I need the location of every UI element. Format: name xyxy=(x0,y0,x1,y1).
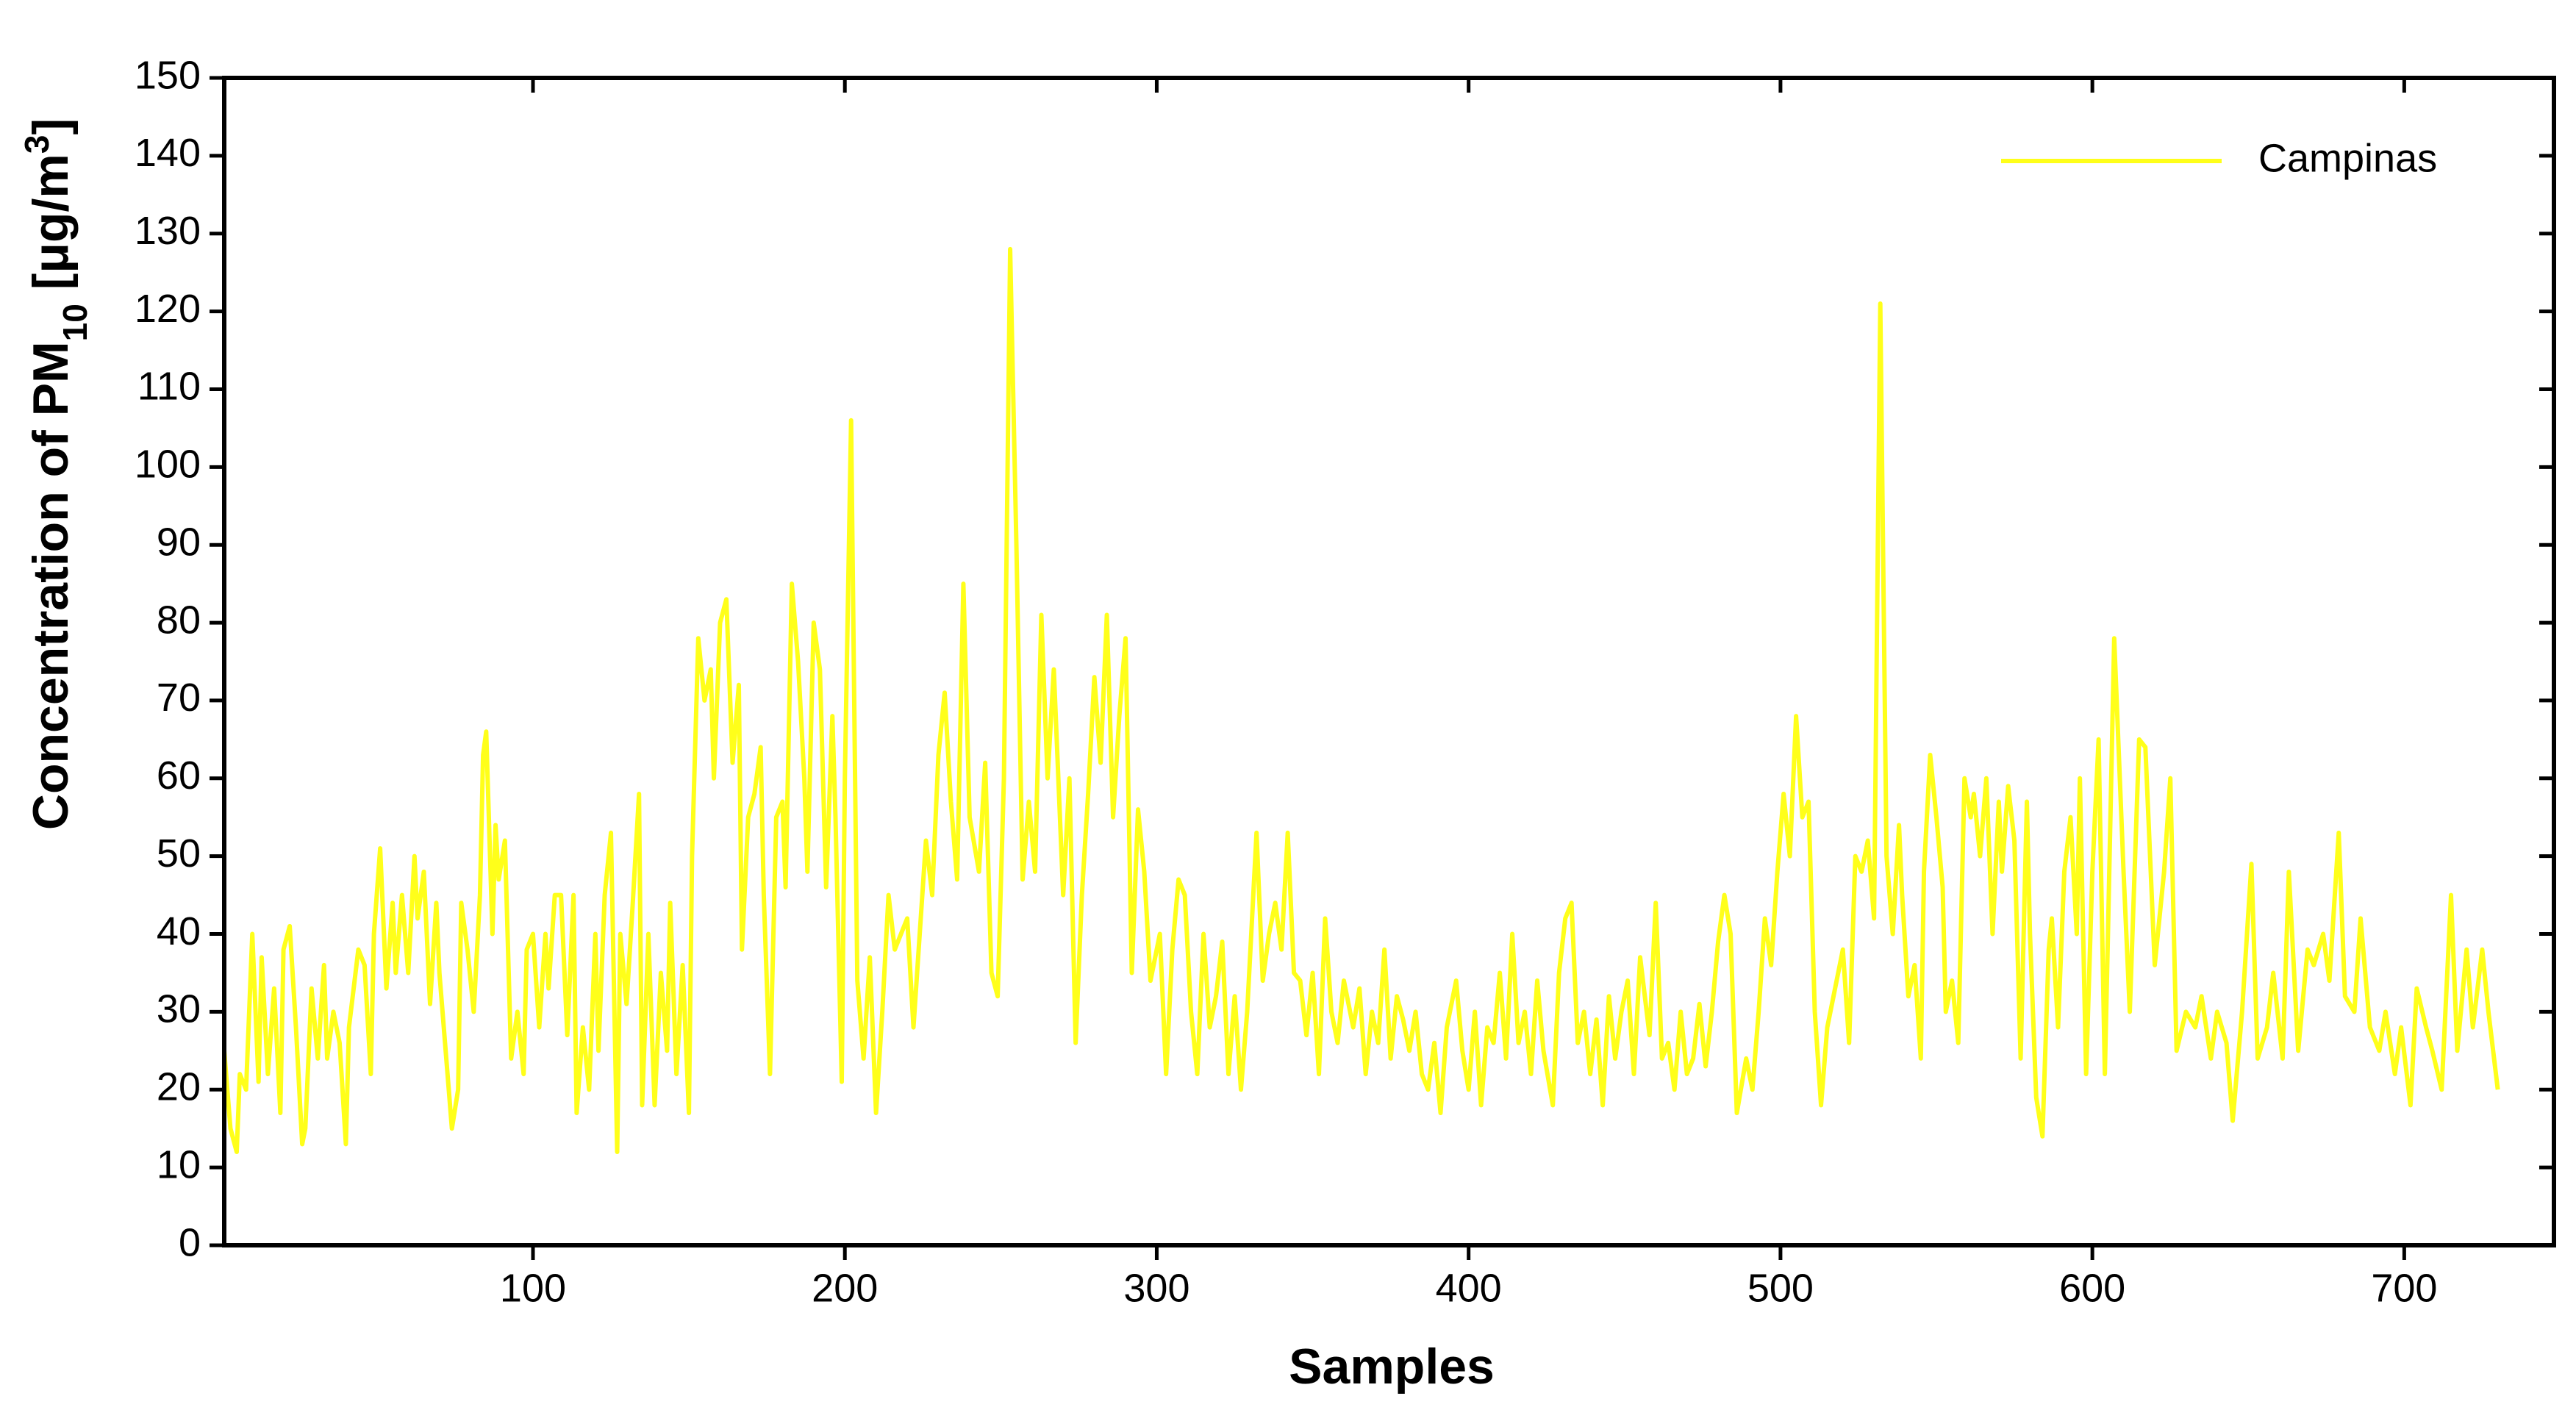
y-tick-label: 20 xyxy=(157,1065,201,1109)
x-tick-label: 200 xyxy=(812,1266,878,1310)
y-tick-label: 40 xyxy=(157,909,201,953)
y-tick-label: 70 xyxy=(157,676,201,720)
y-axis-title: Concentration of PM10 [μg/m3] xyxy=(18,118,94,830)
y-tick-label: 50 xyxy=(157,831,201,876)
y-tick-label: 110 xyxy=(137,365,201,409)
x-tick-label: 500 xyxy=(1747,1266,1814,1310)
data-line xyxy=(222,246,2500,1154)
x-tick-label: 600 xyxy=(2059,1266,2125,1310)
y-axis-title-part: ] xyxy=(23,118,79,135)
y-tick-label: 10 xyxy=(157,1142,201,1186)
y-tick-label: 0 xyxy=(179,1220,201,1264)
y-tick-label: 130 xyxy=(135,209,201,253)
y-axis-title-part: 10 xyxy=(56,304,94,341)
x-tick-label: 300 xyxy=(1123,1266,1189,1310)
plot-frame xyxy=(222,76,2556,1247)
y-tick-label: 150 xyxy=(135,53,201,97)
y-axis-title-part: Concentration of PM xyxy=(23,341,79,830)
legend-label: Campinas xyxy=(2258,136,2437,180)
y-axis-title-part: 3 xyxy=(18,135,56,154)
x-axis-title: Samples xyxy=(1289,1339,1495,1395)
y-tick-label: 80 xyxy=(157,598,201,642)
y-tick-label: 120 xyxy=(135,287,201,331)
y-tick-label: 100 xyxy=(135,443,201,487)
x-tick-label: 700 xyxy=(2371,1266,2437,1310)
y-tick-label: 90 xyxy=(157,520,201,564)
y-axis-title-part: [μg/m xyxy=(23,154,79,304)
y-tick-label: 60 xyxy=(157,753,201,798)
y-tick-label: 140 xyxy=(135,131,201,175)
x-tick-label: 400 xyxy=(1436,1266,1502,1310)
y-tick-label: 30 xyxy=(157,987,201,1031)
x-tick-label: 100 xyxy=(500,1266,566,1310)
